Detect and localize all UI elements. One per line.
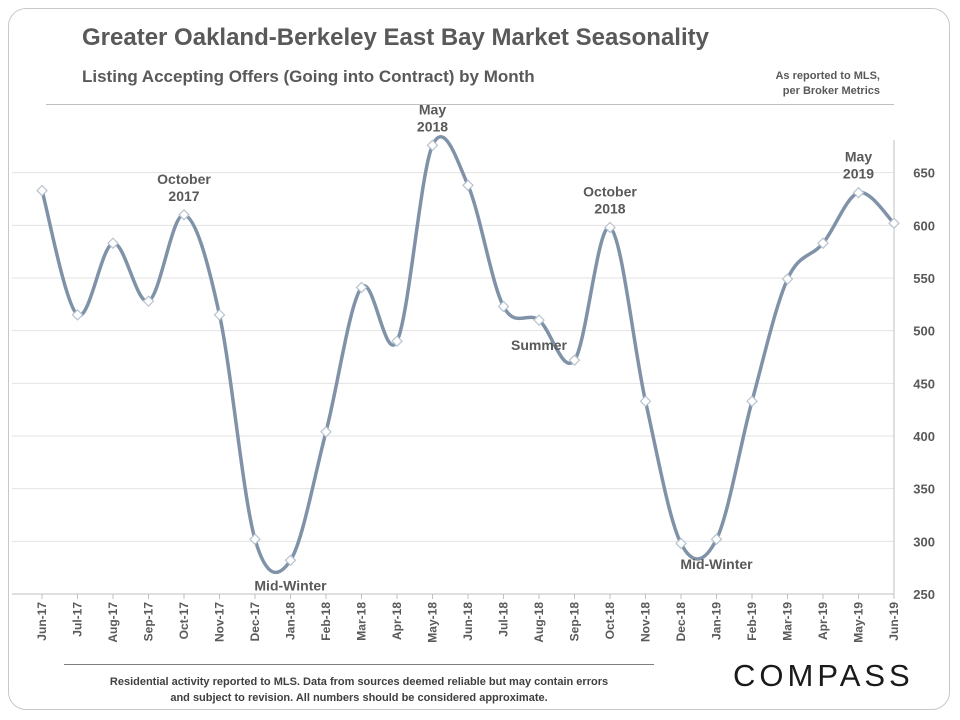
data-point-marker bbox=[391, 335, 403, 348]
footer-disclaimer: Residential activity reported to MLS. Da… bbox=[64, 674, 654, 706]
x-tick-label: May-18 bbox=[426, 602, 440, 643]
y-tick-label: 300 bbox=[913, 534, 935, 549]
data-point-marker bbox=[639, 395, 652, 408]
source-note-line2: per Broker Metrics bbox=[782, 85, 880, 97]
footer-line2: and subject to revision. All numbers sho… bbox=[170, 692, 548, 704]
annotation-label: May bbox=[419, 101, 446, 117]
annotations: October2017May2018October2018May2019Mid-… bbox=[157, 101, 874, 593]
annotation-label: 2017 bbox=[168, 188, 199, 204]
y-tick-label: 250 bbox=[913, 587, 935, 602]
y-tick-label: 600 bbox=[913, 218, 935, 233]
data-point-marker bbox=[213, 309, 226, 321]
data-point-marker bbox=[817, 237, 829, 250]
gridlines bbox=[12, 172, 894, 542]
data-point-marker bbox=[675, 537, 687, 550]
data-point-marker bbox=[36, 184, 48, 197]
source-note: As reported to MLS, per Broker Metrics bbox=[740, 69, 880, 99]
x-tick-label: Apr-19 bbox=[816, 602, 830, 640]
data-point-marker bbox=[568, 354, 581, 367]
data-point-marker bbox=[71, 309, 84, 321]
axes: 250 300 350 400 450 500 550 600 650 Jun-17 Jul-17 A… bbox=[12, 140, 935, 643]
x-tick-label: Sep-18 bbox=[568, 602, 582, 642]
x-tick-label: Feb-18 bbox=[319, 602, 333, 641]
x-tick-label: Aug-17 bbox=[106, 602, 120, 643]
data-point-marker bbox=[249, 533, 261, 546]
x-tick-label: Mar-18 bbox=[355, 602, 369, 641]
x-tick-label: Jul-17 bbox=[71, 602, 85, 637]
annotation-label: May bbox=[845, 149, 872, 165]
annotation-label: October bbox=[157, 171, 211, 187]
chart-card bbox=[8, 8, 950, 710]
x-tick-label: Sep-17 bbox=[142, 602, 156, 642]
chart-title: Greater Oakland-Berkeley East Bay Market… bbox=[82, 24, 709, 51]
y-tick-label: 350 bbox=[913, 482, 935, 497]
series-markers bbox=[36, 139, 900, 567]
x-tick-label: Nov-18 bbox=[639, 602, 653, 642]
x-tick-label: Apr-18 bbox=[390, 602, 404, 640]
data-point-marker bbox=[284, 554, 297, 567]
data-point-marker bbox=[710, 533, 723, 546]
compass-logo: COMPASS bbox=[733, 658, 914, 693]
data-point-marker bbox=[355, 281, 368, 294]
x-tick-label: Jan-19 bbox=[710, 602, 724, 640]
data-point-marker bbox=[781, 273, 794, 285]
chart-subtitle: Listing Accepting Offers (Going into Con… bbox=[82, 67, 535, 86]
x-tick-label: Jun-17 bbox=[35, 602, 49, 641]
footer-divider bbox=[64, 664, 654, 665]
header-divider bbox=[46, 104, 894, 105]
y-tick-label: 450 bbox=[913, 376, 935, 391]
data-point-marker bbox=[746, 395, 758, 408]
data-point-marker bbox=[888, 217, 900, 230]
data-point-marker bbox=[604, 221, 616, 234]
annotation-label: Mid-Winter bbox=[680, 556, 753, 572]
data-point-marker bbox=[178, 208, 190, 221]
annotation-label: Mid-Winter bbox=[254, 577, 327, 593]
annotation-label: October bbox=[583, 183, 637, 199]
x-tick-label: Jun-19 bbox=[887, 602, 901, 641]
data-point-marker bbox=[426, 139, 439, 152]
annotation-label: 2018 bbox=[594, 200, 625, 216]
data-point-marker bbox=[462, 179, 474, 192]
x-tick-label: Oct-18 bbox=[603, 602, 617, 640]
annotation-label: 2018 bbox=[417, 118, 448, 134]
data-point-marker bbox=[497, 300, 510, 313]
x-tick-label: May-19 bbox=[852, 602, 866, 643]
x-tick-label: Aug-18 bbox=[532, 602, 546, 643]
y-tick-label: 550 bbox=[913, 271, 935, 286]
y-tick-label: 400 bbox=[913, 429, 935, 444]
source-note-line1: As reported to MLS, bbox=[775, 70, 880, 82]
x-tick-label: Dec-18 bbox=[674, 602, 688, 642]
y-tick-label: 500 bbox=[913, 324, 935, 339]
x-tick-label: Mar-19 bbox=[781, 602, 795, 641]
x-tick-label: Nov-17 bbox=[213, 602, 227, 642]
y-tick-label: 650 bbox=[913, 166, 935, 181]
x-tick-label: Jan-18 bbox=[284, 602, 298, 640]
data-point-marker bbox=[320, 425, 332, 438]
data-point-marker bbox=[533, 314, 545, 326]
data-point-marker bbox=[142, 295, 155, 308]
annotation-label: 2019 bbox=[843, 166, 874, 182]
x-tick-label: Jun-18 bbox=[461, 602, 475, 641]
x-tick-label: Jul-18 bbox=[497, 602, 511, 637]
data-point-marker bbox=[107, 237, 119, 250]
x-tick-label: Feb-19 bbox=[745, 602, 759, 641]
x-tick-label: Oct-17 bbox=[177, 602, 191, 640]
x-tick-label: Dec-17 bbox=[248, 602, 262, 642]
footer-line1: Residential activity reported to MLS. Da… bbox=[109, 676, 609, 688]
data-point-marker bbox=[852, 186, 865, 199]
annotation-label: Summer bbox=[511, 337, 568, 353]
